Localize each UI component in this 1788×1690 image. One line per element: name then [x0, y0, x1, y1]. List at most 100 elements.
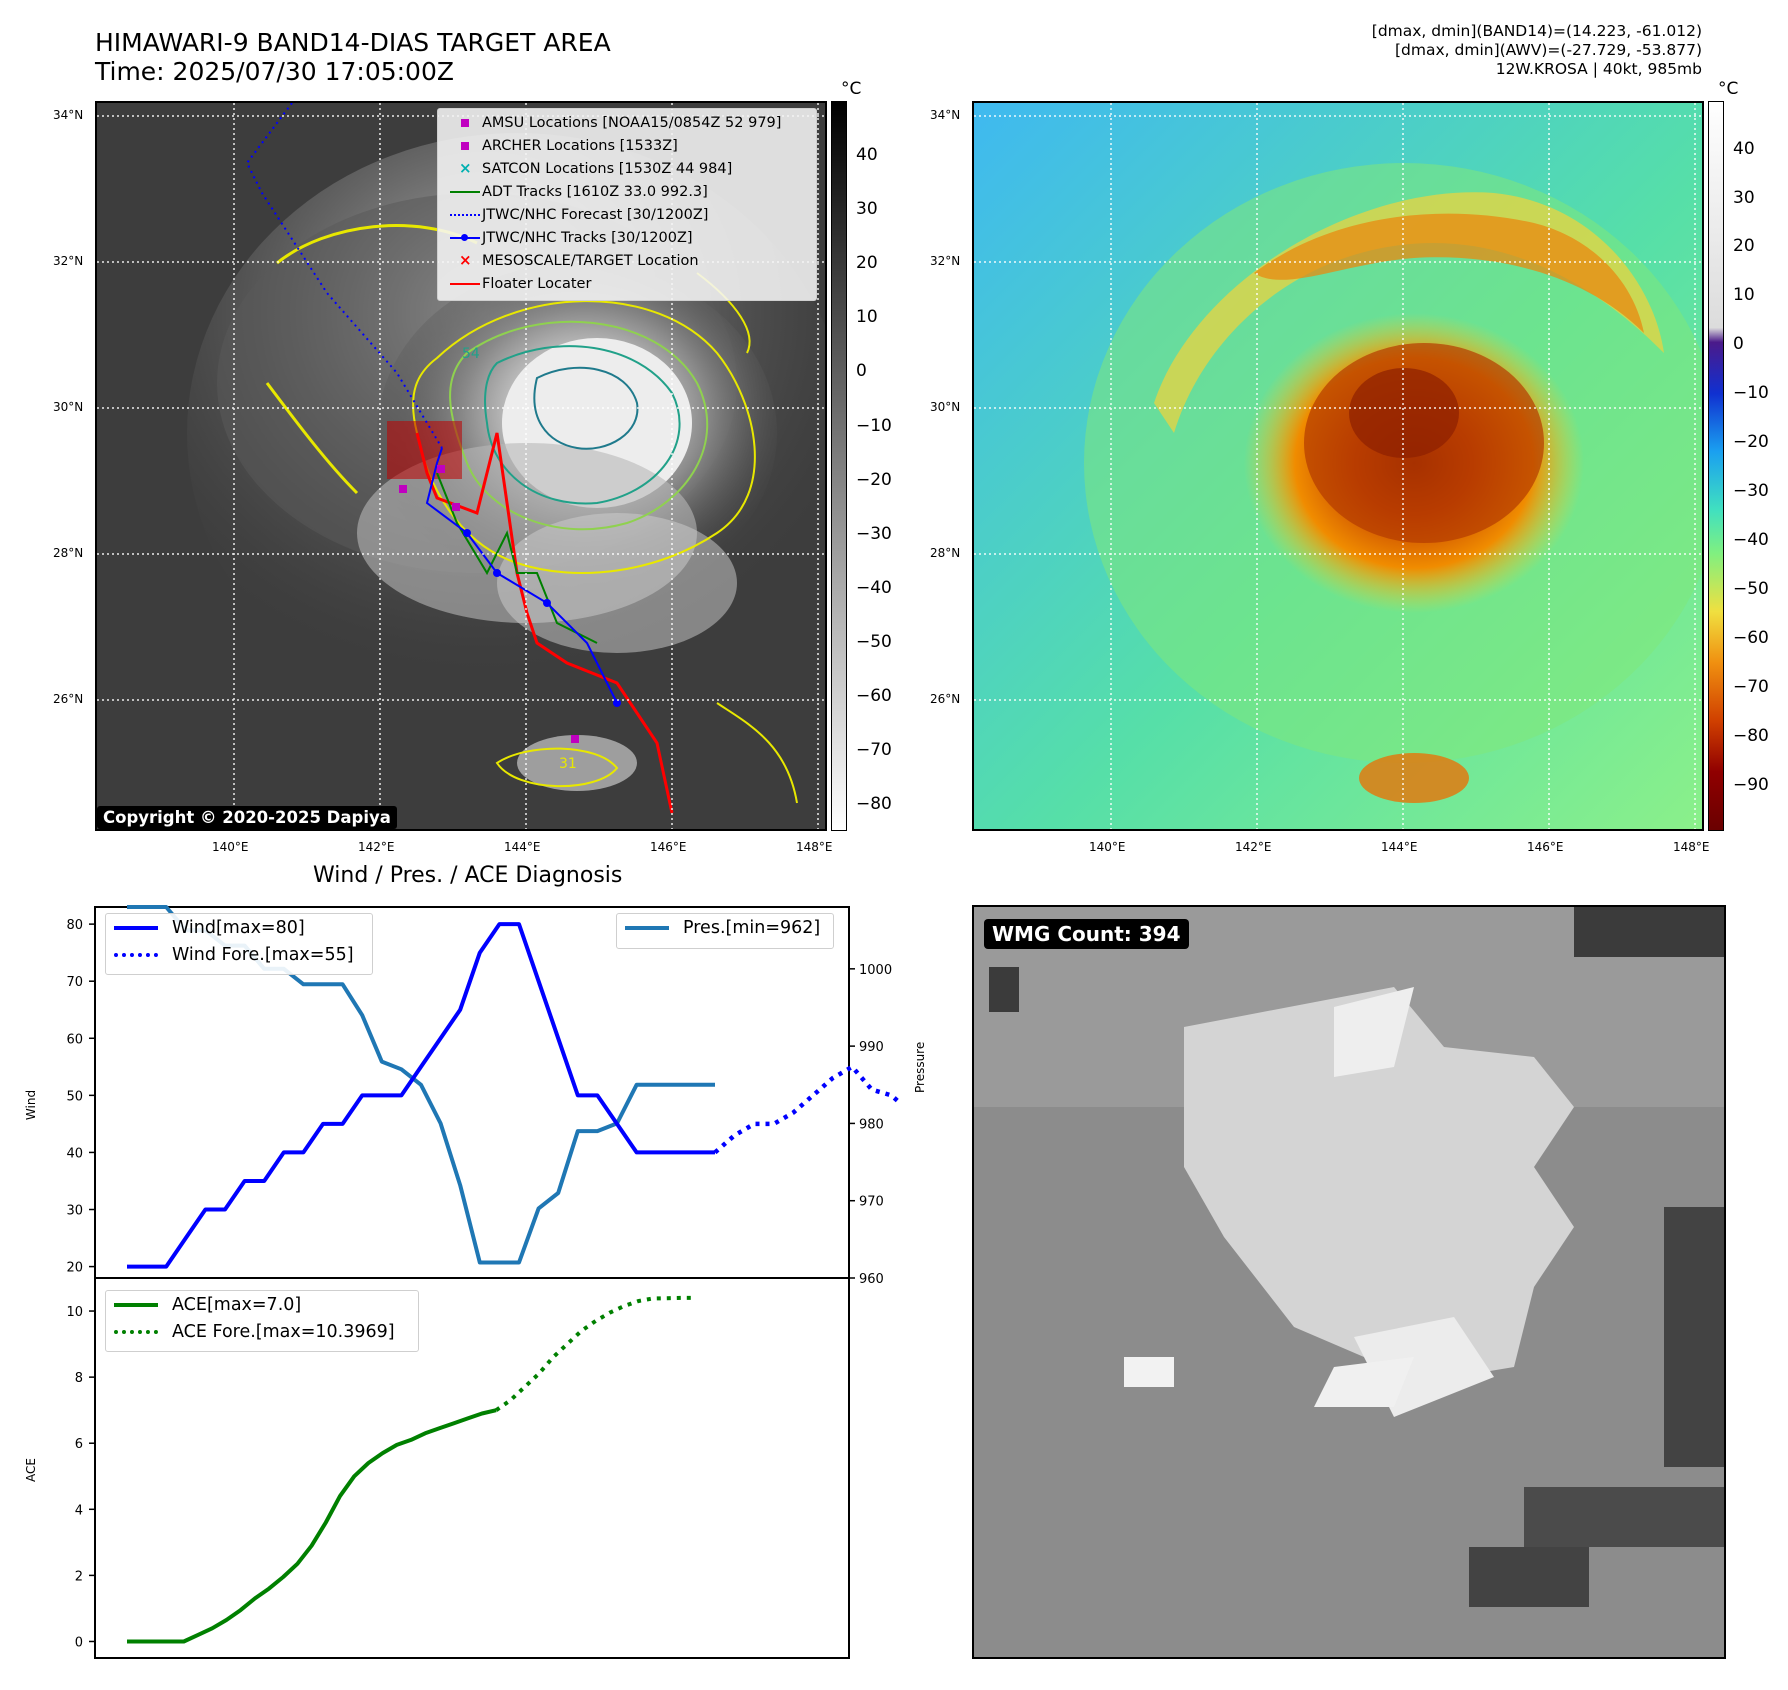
pressure-tick-label: 990 — [859, 1040, 884, 1055]
lat-label: 32°N — [53, 254, 84, 268]
map-legend: AMSU Locations [NOAA15/0854Z 52 979] ARC… — [437, 108, 817, 301]
legend-square-icon — [448, 113, 482, 133]
ir-map-panel: 54 31 — [95, 101, 827, 831]
legend-x-icon: × — [459, 159, 472, 177]
colorbar-gray-unit: °C — [841, 79, 862, 99]
floater-locater-track — [415, 432, 674, 814]
pressure-tick-label: 980 — [859, 1117, 884, 1132]
lat-label: 28°N — [53, 546, 84, 560]
ace-forecast-series-line — [495, 1295, 695, 1412]
pressure-tick-label: 960 — [859, 1272, 884, 1287]
color-ir-map-image — [974, 103, 1702, 829]
colorbar-tick: −10 — [856, 416, 892, 436]
colorbar-tick: 10 — [1733, 285, 1755, 305]
lon-label: 148°E — [1673, 840, 1710, 854]
contour-label-31: 31 — [559, 756, 577, 772]
wind-tick-label: 40 — [66, 1146, 83, 1161]
color-ir-map-panel — [972, 101, 1704, 831]
legend-item-wind: Wind[max=80] — [114, 918, 305, 938]
colorbar-tick: 0 — [1733, 334, 1744, 354]
lon-label: 144°E — [1381, 840, 1418, 854]
ace-legend: ACE[max=7.0] ACE Fore.[max=10.3969] — [105, 1290, 419, 1352]
wmg-panel: WMG Count: 394 — [972, 905, 1726, 1659]
lat-label: 34°N — [53, 108, 84, 122]
legend-line-dot-icon — [448, 228, 482, 248]
colorbar-tick: −20 — [1733, 432, 1769, 452]
legend-item-mesoscale: × MESOSCALE/TARGET Location — [448, 251, 699, 271]
band14-stats: [dmax, dmin](BAND14)=(14.223, -61.012) — [1371, 22, 1702, 40]
ace-tick-label: 6 — [75, 1437, 83, 1452]
wind-tick-label: 70 — [66, 975, 83, 990]
pressure-tick-label: 970 — [859, 1195, 884, 1210]
legend-item-jtwc-tracks: JTWC/NHC Tracks [30/1200Z] — [448, 228, 693, 248]
legend-square-icon — [448, 136, 482, 156]
colorbar-tick: −80 — [1733, 726, 1769, 746]
colorbar-tick: −10 — [1733, 383, 1769, 403]
legend-line-icon — [114, 1303, 158, 1307]
colorbar-tick: 30 — [1733, 188, 1755, 208]
wind-series-line — [127, 922, 715, 1269]
colorbar-tick: −60 — [1733, 628, 1769, 648]
lon-label: 148°E — [796, 840, 833, 854]
legend-item-jtwc-forecast: JTWC/NHC Forecast [30/1200Z] — [448, 205, 708, 225]
lat-label: 30°N — [53, 400, 84, 414]
wind-forecast-series-line — [713, 1064, 900, 1155]
colorbar-tick: −70 — [1733, 677, 1769, 697]
legend-x-icon: × — [459, 251, 472, 269]
colorbar-tick: −60 — [856, 686, 892, 706]
colorbar-tick: −20 — [856, 470, 892, 490]
mesoscale-target-area — [387, 421, 462, 479]
pressure-tick-label: 1000 — [859, 963, 892, 978]
lat-label: 30°N — [930, 400, 961, 414]
ace-tick-label: 2 — [75, 1569, 83, 1584]
copyright-badge: Copyright © 2020-2025 Dapiya — [97, 806, 397, 829]
jtwc-track — [425, 447, 618, 704]
legend-line-icon — [448, 182, 482, 202]
ace-axis-label: ACE — [24, 1458, 38, 1482]
lat-label: 32°N — [930, 254, 961, 268]
colorbar-tick: −50 — [1733, 579, 1769, 599]
figure-title-line2: Time: 2025/07/30 17:05:00Z — [95, 57, 454, 86]
legend-line-icon — [114, 926, 158, 930]
wind-legend: Wind[max=80] Wind Fore.[max=55] — [105, 913, 373, 975]
legend-item-wind-fore: Wind Fore.[max=55] — [114, 945, 354, 965]
lon-label: 140°E — [1089, 840, 1126, 854]
ace-tick-label: 10 — [66, 1305, 83, 1320]
colorbar-color-unit: °C — [1718, 79, 1739, 99]
ace-series-line — [127, 1408, 497, 1644]
lon-label: 140°E — [212, 840, 249, 854]
storm-info: 12W.KROSA | 40kt, 985mb — [1495, 60, 1702, 78]
colorbar-gray — [831, 101, 847, 831]
colorbar-color — [1708, 101, 1724, 831]
legend-item-ace: ACE[max=7.0] — [114, 1295, 301, 1315]
colorbar-tick: −30 — [856, 524, 892, 544]
diagnosis-title: Wind / Pres. / ACE Diagnosis — [313, 863, 623, 888]
colorbar-tick: 40 — [1733, 139, 1755, 159]
wind-axis-label: Wind — [24, 1090, 38, 1120]
ace-tick-label: 4 — [75, 1503, 83, 1518]
legend-line-icon — [448, 274, 482, 294]
storm-stats: [dmax, dmin](BAND14)=(14.223, -61.012) [… — [1372, 22, 1702, 79]
adt-track — [436, 472, 598, 644]
colorbar-tick: −70 — [856, 740, 892, 760]
colorbar-tick: −50 — [856, 632, 892, 652]
legend-item-pressure: Pres.[min=962] — [625, 918, 820, 938]
contour-label-54: 54 — [462, 346, 480, 362]
pressure-axis-label-html: Pressure — [913, 1041, 927, 1093]
colorbar-tick: −40 — [856, 578, 892, 598]
legend-dotted-line-icon — [114, 1330, 158, 1334]
lon-label: 142°E — [358, 840, 395, 854]
colorbar-tick: 40 — [856, 145, 878, 165]
colorbar-tick: 20 — [856, 253, 878, 273]
wind-tick-label: 80 — [66, 918, 83, 933]
legend-dotted-line-icon — [448, 205, 482, 225]
wind-tick-label: 20 — [66, 1261, 83, 1276]
legend-item-satcon: × SATCON Locations [1530Z 44 984] — [448, 159, 732, 179]
legend-line-icon — [625, 926, 669, 930]
ace-tick-label: 8 — [75, 1371, 83, 1386]
colorbar-tick: 20 — [1733, 236, 1755, 256]
lon-label: 146°E — [1527, 840, 1564, 854]
lat-label: 34°N — [930, 108, 961, 122]
colorbar-tick: 30 — [856, 199, 878, 219]
colorbar-tick: −80 — [856, 794, 892, 814]
